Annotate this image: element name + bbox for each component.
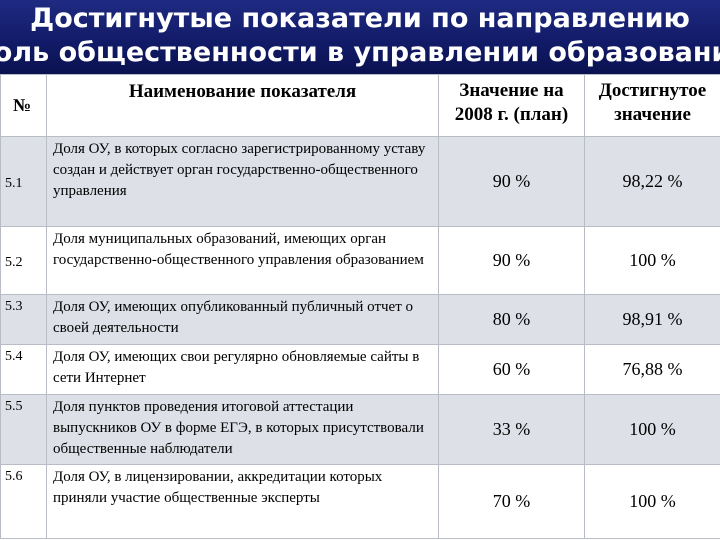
title-line-2: Роль общественности в управлении образов…	[0, 37, 720, 68]
row-indicator-name: Доля пунктов проведения итоговой аттеста…	[46, 394, 439, 465]
row-number: 5.5	[0, 394, 47, 465]
row-plan-value: 60 %	[438, 344, 585, 395]
header-plan-line-1: Значение на	[459, 80, 564, 101]
row-number: 5.3	[0, 294, 47, 345]
row-indicator-name: Доля муниципальных образований, имеющих …	[46, 226, 439, 295]
table-row: 5.6 Доля ОУ, в лицензировании, аккредита…	[0, 464, 720, 539]
row-plan-value: 33 %	[438, 394, 585, 465]
row-indicator-name: Доля ОУ, имеющих опубликованный публичны…	[46, 294, 439, 345]
row-achieved-value: 100 %	[584, 394, 720, 465]
header-achieved-value: Достигнутое значение	[584, 74, 720, 137]
row-indicator-name: Доля ОУ, имеющих свои регулярно обновляе…	[46, 344, 439, 395]
indicators-table: № Наименование показателя Значение на 20…	[0, 74, 720, 539]
title-banner: Достигнутые показатели по направлению Ро…	[0, 0, 720, 74]
row-achieved-value: 100 %	[584, 464, 720, 539]
row-number: 5.4	[0, 344, 47, 395]
table-row: 5.3 Доля ОУ, имеющих опубликованный публ…	[0, 294, 720, 345]
header-plan-value: Значение на 2008 г. (план)	[438, 74, 585, 137]
table-header-row: № Наименование показателя Значение на 20…	[0, 74, 720, 137]
row-indicator-name: Доля ОУ, в лицензировании, аккредитации …	[46, 464, 439, 539]
title-line-1: Достигнутые показатели по направлению	[30, 3, 690, 34]
row-achieved-value: 98,91 %	[584, 294, 720, 345]
row-plan-value: 70 %	[438, 464, 585, 539]
header-number: №	[0, 74, 47, 137]
header-achieved-line-2: значение	[614, 104, 691, 125]
header-plan-line-2: 2008 г. (план)	[454, 104, 569, 125]
row-plan-value: 90 %	[438, 136, 585, 227]
table-row: 5.1 Доля ОУ, в которых согласно зарегист…	[0, 136, 720, 227]
row-number: 5.6	[0, 464, 47, 539]
row-achieved-value: 76,88 %	[584, 344, 720, 395]
table-row: 5.2 Доля муниципальных образований, имею…	[0, 226, 720, 295]
table-row: 5.4 Доля ОУ, имеющих свои регулярно обно…	[0, 344, 720, 395]
row-number: 5.2	[0, 226, 47, 295]
row-number: 5.1	[0, 136, 47, 227]
row-plan-value: 80 %	[438, 294, 585, 345]
row-plan-value: 90 %	[438, 226, 585, 295]
table-row: 5.5 Доля пунктов проведения итоговой атт…	[0, 394, 720, 465]
header-achieved-line-1: Достигнутое	[598, 80, 707, 101]
row-achieved-value: 100 %	[584, 226, 720, 295]
row-achieved-value: 98,22 %	[584, 136, 720, 227]
header-indicator-name: Наименование показателя	[46, 74, 439, 137]
row-indicator-name: Доля ОУ, в которых согласно зарегистриро…	[46, 136, 439, 227]
